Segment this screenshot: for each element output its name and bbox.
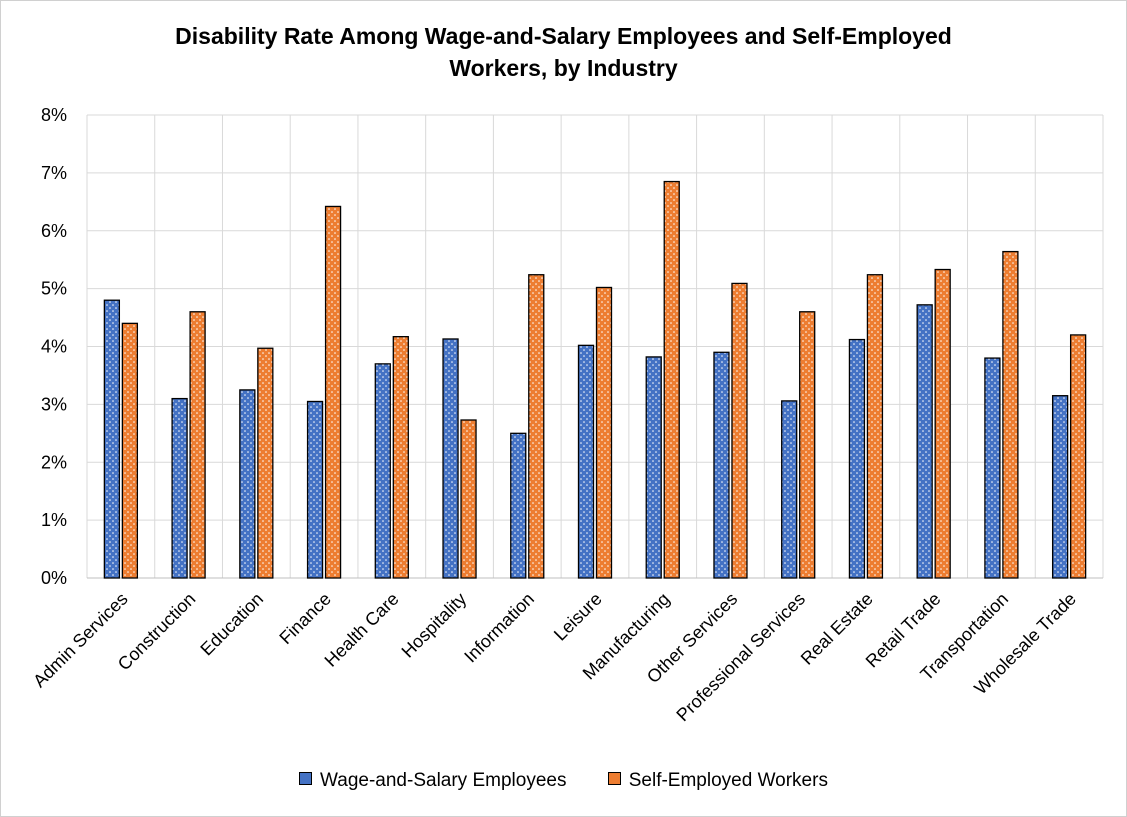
- bar-wage-and-salary: [1051, 395, 1069, 579]
- gridlines: [86, 114, 1104, 579]
- y-tick-label: 0%: [41, 568, 67, 588]
- y-tick-label: 1%: [41, 510, 67, 530]
- bar-wage-and-salary: [510, 432, 527, 579]
- x-category-label: Hospitality: [398, 589, 471, 662]
- y-tick-label: 3%: [41, 394, 67, 414]
- bar-self-employed: [1002, 250, 1019, 579]
- x-category-label: Admin Services: [29, 589, 132, 692]
- x-category-label: Leisure: [550, 589, 606, 645]
- bar-wage-and-salary: [171, 397, 188, 579]
- legend-swatch-blue: [299, 772, 313, 786]
- bar-self-employed: [528, 274, 545, 579]
- bar-wage-and-salary: [306, 400, 324, 579]
- y-tick-label: 7%: [41, 163, 67, 183]
- bar-wage-and-salary: [442, 338, 459, 579]
- legend-swatch-orange: [607, 772, 621, 786]
- bar-self-employed: [595, 286, 613, 579]
- bar-wage-and-salary: [374, 363, 391, 579]
- bar-wage-and-salary: [848, 338, 866, 579]
- y-tick-label: 5%: [41, 279, 67, 299]
- bar-self-employed: [731, 282, 748, 579]
- x-category-label: Information: [460, 589, 538, 667]
- legend-label-self-employed: Self-Employed Workers: [628, 770, 828, 791]
- y-tick-label: 4%: [41, 337, 67, 357]
- y-tick-label: 2%: [41, 452, 67, 472]
- chart-title-line-2: Workers, by Industry: [449, 55, 678, 81]
- bar-self-employed: [460, 419, 477, 579]
- bar-wage-and-salary: [103, 299, 121, 579]
- bar-wage-and-salary: [239, 389, 256, 579]
- bar-self-employed: [1069, 334, 1087, 579]
- bar-wage-and-salary: [781, 400, 798, 579]
- x-category-label: Finance: [275, 589, 334, 648]
- bar-wage-and-salary: [916, 304, 933, 579]
- bar-self-employed: [189, 311, 206, 579]
- chart-title: Disability Rate Among Wage-and-Salary Em…: [0, 20, 1127, 84]
- legend: Wage-and-Salary Employees Self-Employed …: [0, 770, 1127, 792]
- bar-self-employed: [934, 268, 951, 579]
- bar-wage-and-salary: [984, 357, 1001, 579]
- legend-item-self-employed: Self-Employed Workers: [607, 770, 828, 792]
- bar-wage-and-salary: [645, 356, 662, 579]
- bar-self-employed: [799, 311, 816, 579]
- bars: [103, 180, 1087, 579]
- legend-item-wage-and-salary: Wage-and-Salary Employees: [299, 770, 566, 792]
- x-category-label: Professional Services: [673, 589, 810, 726]
- bar-self-employed: [392, 336, 409, 579]
- x-category-label: Education: [196, 589, 267, 660]
- bar-wage-and-salary: [577, 344, 595, 579]
- bar-self-employed: [866, 274, 884, 579]
- bar-self-employed: [324, 205, 342, 579]
- legend-label-wage-and-salary: Wage-and-Salary Employees: [320, 770, 567, 791]
- bar-wage-and-salary: [713, 351, 730, 579]
- y-tick-label: 6%: [41, 221, 67, 241]
- chart-title-line-1: Disability Rate Among Wage-and-Salary Em…: [175, 23, 952, 49]
- y-tick-label: 8%: [41, 105, 67, 125]
- y-axis-ticks: 0% 1% 2% 3% 4% 5% 6% 7% 8%: [41, 105, 67, 588]
- bar-self-employed: [663, 180, 680, 579]
- bar-self-employed: [121, 322, 139, 579]
- bar-self-employed: [257, 347, 274, 579]
